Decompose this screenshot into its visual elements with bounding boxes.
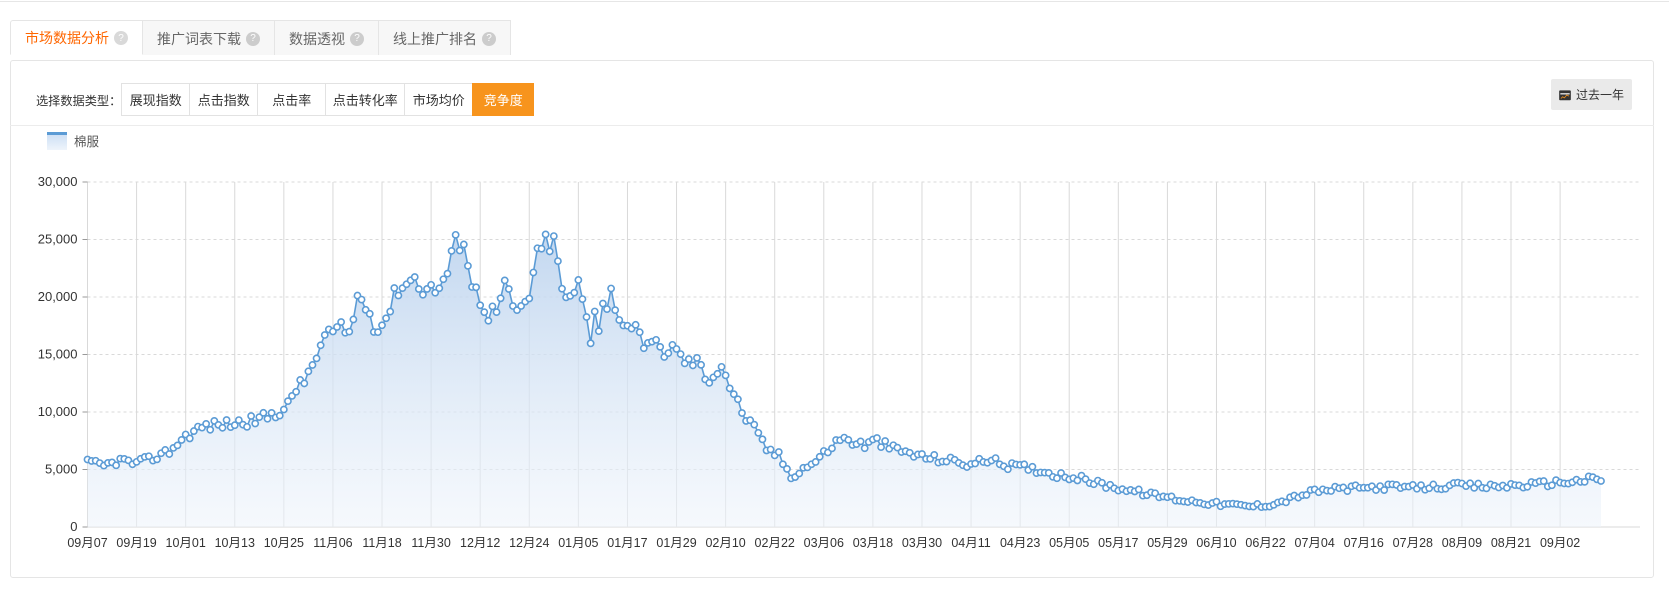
svg-text:02月10: 02月10 (705, 536, 745, 550)
svg-text:10月01: 10月01 (166, 536, 206, 550)
svg-text:05月17: 05月17 (1098, 536, 1138, 550)
svg-text:08月09: 08月09 (1442, 536, 1482, 550)
svg-text:12月24: 12月24 (509, 536, 549, 550)
svg-text:09月02: 09月02 (1540, 536, 1580, 550)
svg-text:12月12: 12月12 (460, 536, 500, 550)
svg-text:02月22: 02月22 (755, 536, 795, 550)
svg-text:07月28: 07月28 (1393, 536, 1433, 550)
svg-text:11月06: 11月06 (313, 536, 352, 550)
svg-text:03月06: 03月06 (804, 536, 844, 550)
svg-text:10月25: 10月25 (264, 536, 304, 550)
svg-text:0: 0 (70, 519, 77, 534)
svg-text:03月18: 03月18 (853, 536, 893, 550)
svg-text:01月17: 01月17 (607, 536, 647, 550)
svg-text:5,000: 5,000 (45, 462, 78, 477)
svg-text:11月18: 11月18 (362, 536, 401, 550)
svg-text:05月29: 05月29 (1147, 536, 1187, 550)
svg-text:06月22: 06月22 (1245, 536, 1285, 550)
svg-text:10月13: 10月13 (215, 536, 255, 550)
svg-text:04月11: 04月11 (951, 536, 990, 550)
svg-text:05月05: 05月05 (1049, 536, 1089, 550)
svg-text:09月07: 09月07 (67, 536, 107, 550)
svg-text:11月30: 11月30 (411, 536, 450, 550)
svg-text:01月29: 01月29 (656, 536, 696, 550)
svg-text:03月30: 03月30 (902, 536, 942, 550)
svg-text:15,000: 15,000 (38, 347, 78, 362)
svg-text:07月04: 07月04 (1295, 536, 1335, 550)
svg-text:25,000: 25,000 (38, 232, 78, 247)
svg-text:10,000: 10,000 (38, 404, 78, 419)
svg-text:08月21: 08月21 (1491, 536, 1531, 550)
svg-text:01月05: 01月05 (558, 536, 598, 550)
svg-text:20,000: 20,000 (38, 289, 78, 304)
svg-text:04月23: 04月23 (1000, 536, 1040, 550)
svg-text:06月10: 06月10 (1196, 536, 1236, 550)
svg-text:09月19: 09月19 (116, 536, 156, 550)
svg-text:07月16: 07月16 (1344, 536, 1384, 550)
svg-text:30,000: 30,000 (38, 174, 78, 189)
